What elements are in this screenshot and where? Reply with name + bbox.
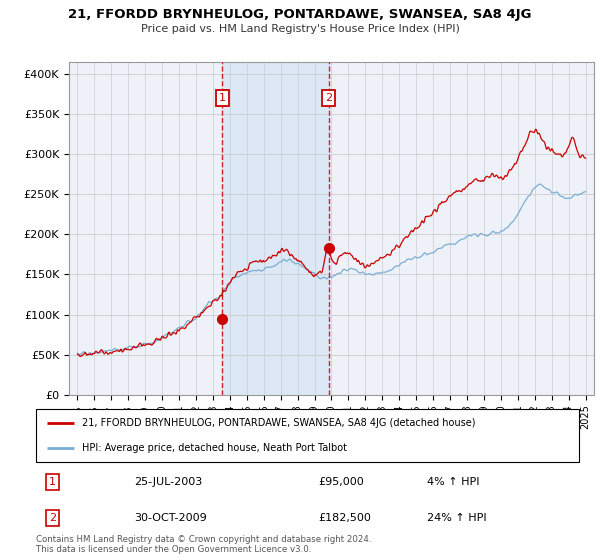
Text: 1: 1 — [49, 477, 56, 487]
Text: 1: 1 — [219, 93, 226, 102]
Text: 25-JUL-2003: 25-JUL-2003 — [134, 477, 202, 487]
Text: £182,500: £182,500 — [319, 513, 371, 523]
Text: £95,000: £95,000 — [319, 477, 364, 487]
Text: 4% ↑ HPI: 4% ↑ HPI — [427, 477, 479, 487]
Text: 2: 2 — [49, 513, 56, 523]
Text: Price paid vs. HM Land Registry's House Price Index (HPI): Price paid vs. HM Land Registry's House … — [140, 24, 460, 34]
Text: 21, FFORDD BRYNHEULOG, PONTARDAWE, SWANSEA, SA8 4JG (detached house): 21, FFORDD BRYNHEULOG, PONTARDAWE, SWANS… — [82, 418, 476, 428]
FancyBboxPatch shape — [36, 409, 579, 462]
Text: 21, FFORDD BRYNHEULOG, PONTARDAWE, SWANSEA, SA8 4JG: 21, FFORDD BRYNHEULOG, PONTARDAWE, SWANS… — [68, 8, 532, 21]
Text: Contains HM Land Registry data © Crown copyright and database right 2024.
This d: Contains HM Land Registry data © Crown c… — [36, 535, 371, 554]
Text: 24% ↑ HPI: 24% ↑ HPI — [427, 513, 487, 523]
Text: 30-OCT-2009: 30-OCT-2009 — [134, 513, 206, 523]
Text: 2: 2 — [325, 93, 332, 102]
Text: HPI: Average price, detached house, Neath Port Talbot: HPI: Average price, detached house, Neat… — [82, 442, 347, 452]
